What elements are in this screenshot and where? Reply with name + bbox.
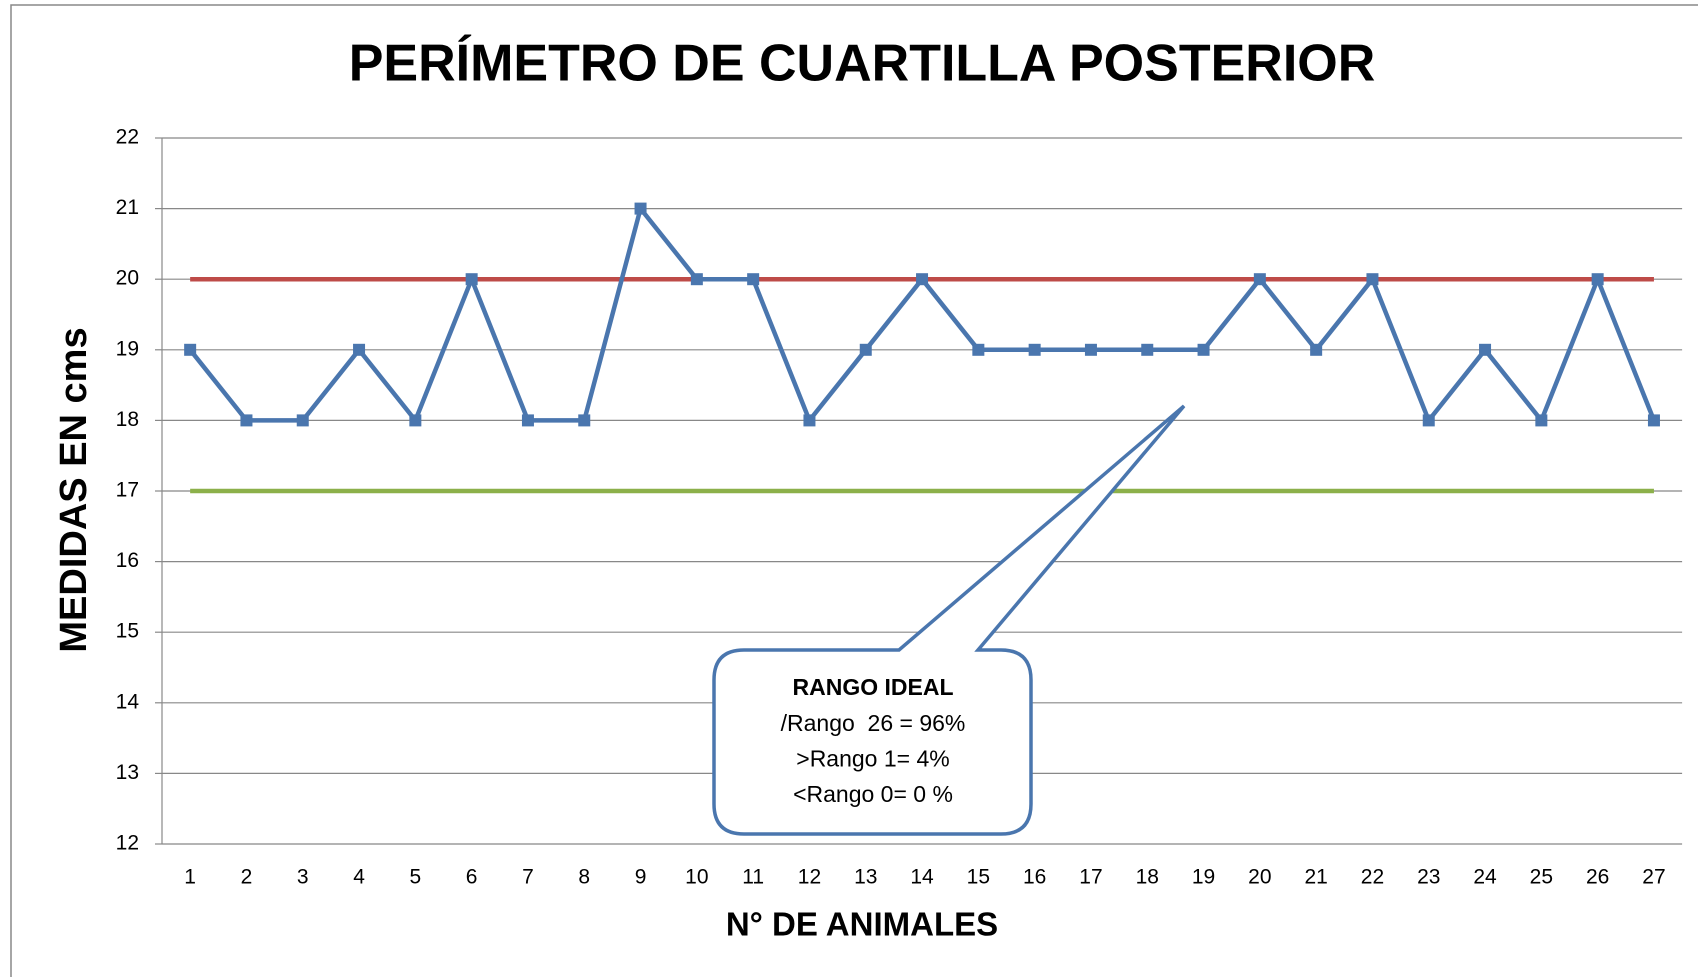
data-marker — [578, 414, 591, 427]
data-marker — [1479, 343, 1492, 356]
y-tick-label: 20 — [116, 267, 139, 290]
data-marker — [1141, 343, 1154, 356]
x-tick-label: 7 — [522, 866, 534, 889]
data-marker — [690, 273, 703, 286]
callout-line: /Rango 26 = 96% — [781, 710, 966, 736]
data-marker — [1366, 273, 1379, 286]
callout-title: RANGO IDEAL — [793, 674, 954, 700]
data-marker — [296, 414, 309, 427]
data-marker — [1197, 343, 1210, 356]
data-marker — [803, 414, 816, 427]
data-marker — [747, 273, 760, 286]
x-tick-label: 26 — [1586, 866, 1609, 889]
data-marker — [1084, 343, 1097, 356]
chart-title: PERÍMETRO DE CUARTILLA POSTERIOR — [349, 35, 1376, 93]
x-tick-label: 1 — [184, 866, 196, 889]
data-marker — [465, 273, 478, 286]
data-marker — [972, 343, 985, 356]
x-tick-label: 8 — [578, 866, 590, 889]
x-tick-label: 21 — [1304, 866, 1327, 889]
x-tick-label: 6 — [466, 866, 478, 889]
x-tick-label: 24 — [1473, 866, 1497, 889]
y-tick-label: 22 — [116, 126, 139, 149]
y-axis-title: MEDIDAS EN cms — [53, 327, 95, 652]
x-tick-label: 14 — [910, 866, 934, 889]
data-marker — [634, 202, 647, 215]
y-tick-label: 18 — [116, 408, 139, 431]
data-marker — [240, 414, 253, 427]
data-marker — [409, 414, 422, 427]
data-marker — [1253, 273, 1266, 286]
y-tick-label: 15 — [116, 620, 139, 643]
x-tick-label: 19 — [1192, 866, 1215, 889]
x-tick-label: 13 — [854, 866, 877, 889]
callout-line: <Rango 0= 0 % — [793, 781, 953, 807]
y-tick-label: 16 — [116, 549, 139, 572]
x-tick-label: 5 — [410, 866, 422, 889]
x-tick-label: 12 — [798, 866, 821, 889]
x-tick-label: 15 — [967, 866, 990, 889]
data-marker — [353, 343, 366, 356]
y-tick-label: 13 — [116, 761, 139, 784]
x-tick-label: 2 — [241, 866, 253, 889]
x-tick-label: 16 — [1023, 866, 1046, 889]
x-tick-label: 3 — [297, 866, 309, 889]
data-marker — [859, 343, 872, 356]
data-marker — [1535, 414, 1548, 427]
x-tick-label: 27 — [1642, 866, 1665, 889]
callout — [712, 404, 1186, 836]
data-marker — [916, 273, 929, 286]
x-axis-title: N° DE ANIMALES — [726, 906, 998, 943]
data-marker — [521, 414, 534, 427]
y-tick-label: 12 — [116, 832, 139, 855]
x-tick-label: 23 — [1417, 866, 1440, 889]
x-tick-label: 22 — [1361, 866, 1384, 889]
y-tick-label: 19 — [116, 337, 139, 360]
data-marker — [1028, 343, 1041, 356]
data-marker — [1591, 273, 1604, 286]
data-marker — [1310, 343, 1323, 356]
y-tick-label: 17 — [116, 479, 139, 502]
x-tick-label: 4 — [353, 866, 365, 889]
y-tick-label: 14 — [116, 690, 140, 713]
callout-line: >Rango 1= 4% — [796, 746, 949, 772]
data-marker — [184, 343, 197, 356]
data-marker — [1422, 414, 1435, 427]
data-marker — [1647, 414, 1660, 427]
x-tick-label: 11 — [742, 866, 764, 889]
x-tick-label: 10 — [685, 866, 708, 889]
x-tick-label: 18 — [1136, 866, 1159, 889]
x-tick-label: 9 — [635, 866, 647, 889]
x-tick-label: 17 — [1079, 866, 1102, 889]
x-tick-label: 25 — [1530, 866, 1553, 889]
x-tick-label: 20 — [1248, 866, 1271, 889]
y-tick-label: 21 — [116, 196, 139, 219]
